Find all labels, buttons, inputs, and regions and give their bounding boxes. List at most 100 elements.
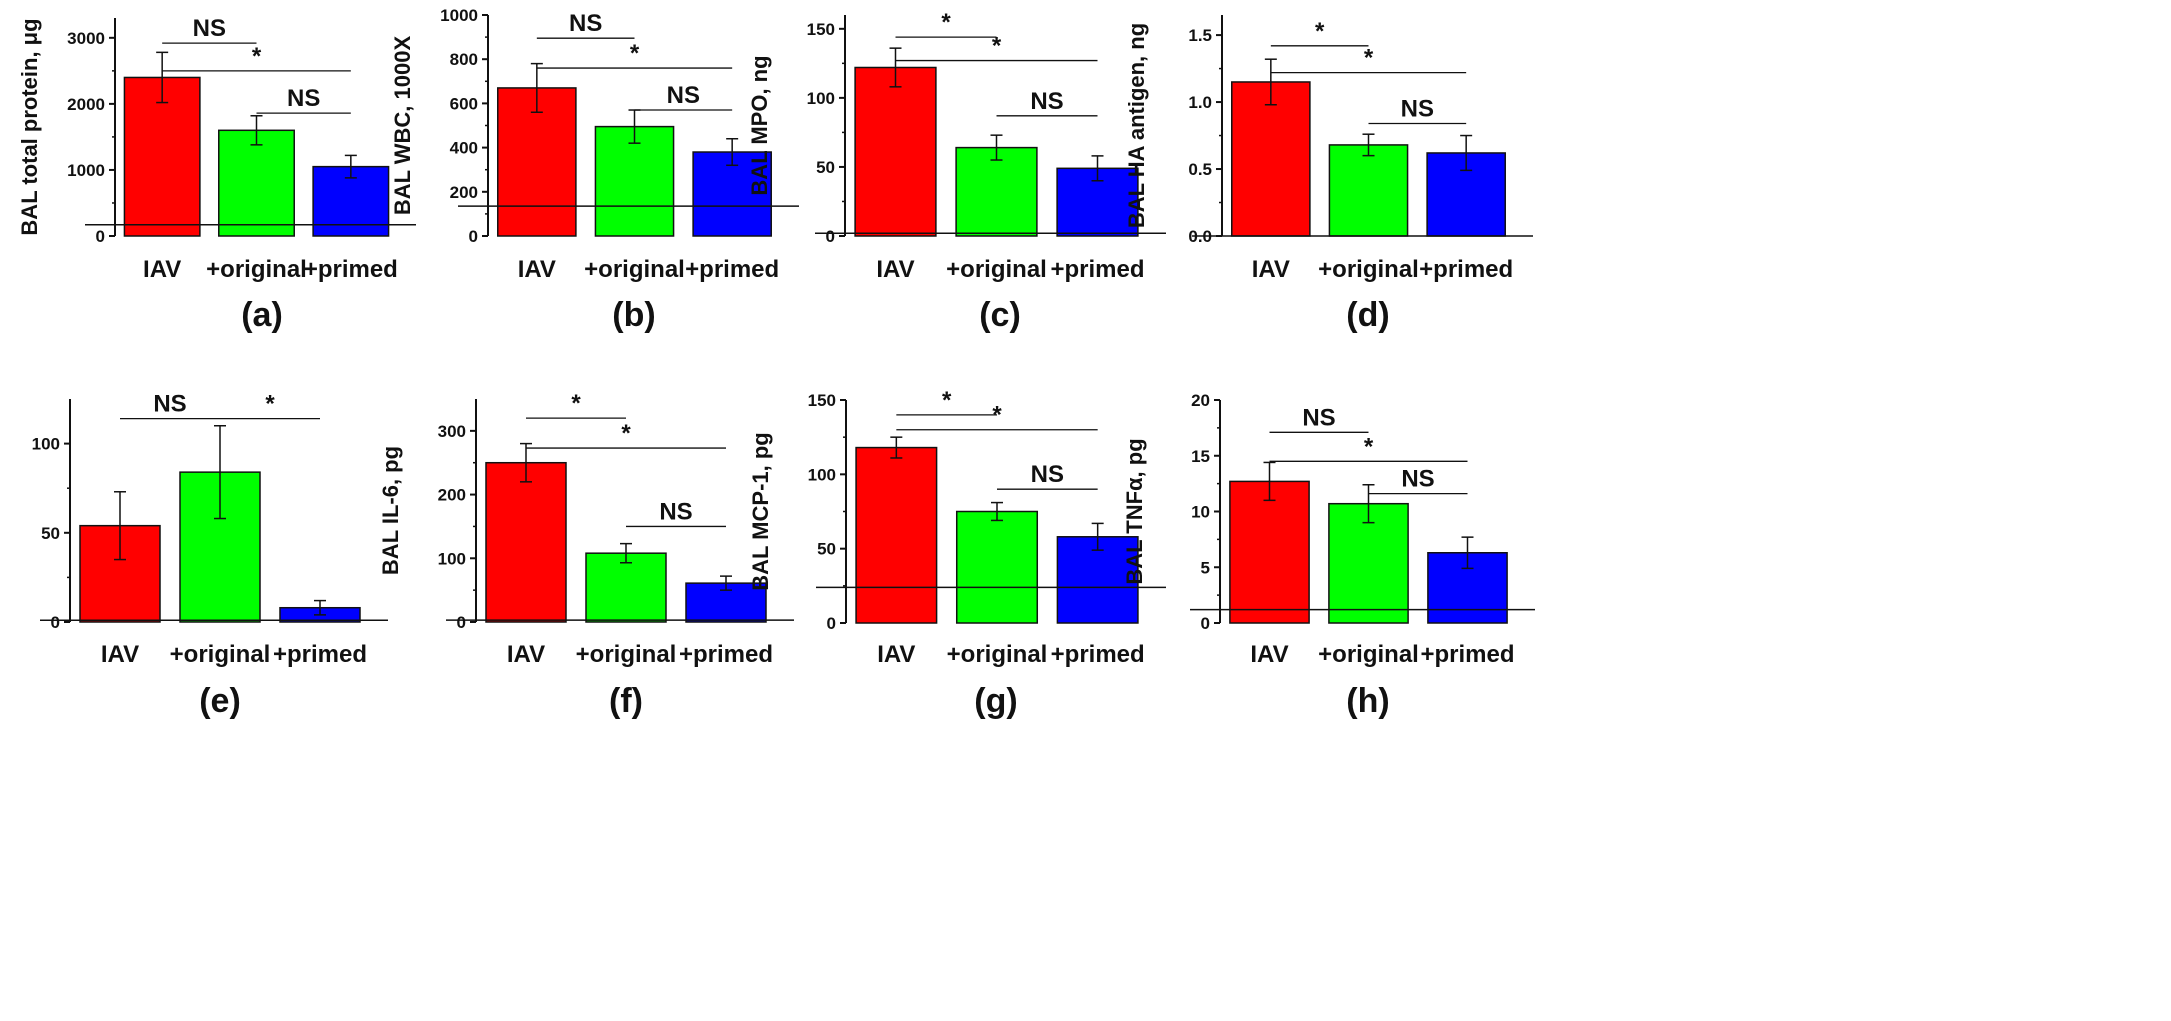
y-tick-label: 0.0 (1188, 227, 1212, 246)
significance-annotation: NS (997, 461, 1098, 490)
chart-panel: 0 100 200 300 BAL IL-6, pg IAV +original +prime… (378, 390, 794, 720)
y-tick-label: 100 (808, 465, 836, 484)
y-tick-label: 3000 (67, 29, 105, 48)
y-tick-label: 10 (1191, 503, 1210, 522)
x-tick-label: +primed (1051, 641, 1145, 668)
y-tick-label: 100 (32, 435, 60, 454)
y-tick-label: 1000 (67, 161, 105, 180)
significance-annotation: NS (256, 85, 351, 114)
error-bar (530, 62, 543, 113)
bar (1328, 502, 1409, 624)
significance-annotation: NS (162, 15, 257, 44)
significance-annotation: * (536, 40, 733, 69)
panel-label: (a) (241, 296, 283, 334)
y-tick-label: 0 (96, 227, 105, 246)
significance-annotation: * (895, 33, 1098, 62)
y-tick-label: 1000 (440, 6, 478, 25)
panel-label: (b) (612, 296, 655, 334)
significance-label: * (630, 40, 640, 67)
y-tick-label: 100 (807, 89, 835, 108)
y-tick-label: 600 (450, 94, 478, 113)
significance-annotation: NS (1269, 404, 1369, 433)
y-axis-label: BAL WBC, 1000X (390, 36, 415, 216)
significance-annotation: * (526, 420, 726, 449)
significance-label: NS (569, 10, 602, 37)
bar (855, 446, 938, 624)
significance-annotation: NS (634, 82, 733, 111)
error-bar (250, 115, 263, 146)
panel-label: (d) (1346, 296, 1389, 334)
y-tick-label: 2000 (67, 95, 105, 114)
y-tick-label: 300 (438, 422, 466, 441)
error-bar (990, 134, 1003, 161)
significance-label: * (1364, 433, 1374, 460)
chart-panel: 0 1000 2000 3000 BAL total protein, μg IAV +or… (17, 15, 416, 334)
error-bar (1460, 134, 1473, 172)
error-bar (1264, 58, 1277, 106)
significance-annotation: * (162, 43, 351, 72)
y-tick-label: 200 (438, 486, 466, 505)
x-tick-label: +original (170, 641, 271, 668)
y-tick-label: 150 (807, 20, 835, 39)
bar (955, 510, 1039, 624)
y-tick-label: 50 (816, 158, 835, 177)
y-axis-label: BAL IL-6, pg (378, 446, 403, 575)
y-tick-label: 1.0 (1188, 93, 1212, 112)
x-tick-label: IAV (101, 641, 139, 668)
error-bar (114, 491, 126, 561)
significance-annotation: NS (1368, 95, 1467, 125)
error-bar (991, 501, 1003, 522)
significance-label: * (265, 391, 275, 418)
significance-label: NS (287, 85, 320, 112)
significance-label: * (992, 33, 1002, 60)
chart-panel: 0 50 100 150 BAL MCP-1, pg IAV +original +prime… (748, 387, 1166, 720)
x-tick-label: IAV (507, 641, 545, 668)
chart-panel: 050100BAL IFNγ, pgIAV+original+primedNS*… (32, 391, 388, 720)
x-tick-label: +original (576, 641, 677, 668)
x-tick-label: IAV (1252, 256, 1290, 283)
significance-annotation: * (896, 387, 997, 416)
x-tick-label: +primed (273, 641, 367, 668)
y-tick-label: 0 (457, 613, 466, 632)
y-tick-label: 0 (826, 227, 835, 246)
bar (485, 461, 567, 623)
significance-label: NS (193, 15, 226, 42)
bar (1231, 81, 1311, 237)
significance-annotation: * (526, 390, 626, 419)
bar (1328, 144, 1409, 237)
significance-annotation: * (1270, 18, 1369, 47)
y-tick-label: 200 (450, 183, 478, 202)
significance-label: * (571, 390, 581, 417)
error-bar (1263, 461, 1276, 502)
error-bar (1461, 536, 1474, 570)
error-bar (620, 542, 632, 564)
x-tick-label: +primed (1419, 256, 1513, 283)
bar (955, 146, 1038, 237)
x-tick-label: IAV (518, 256, 556, 283)
y-tick-label: 0 (827, 614, 836, 633)
significance-label: NS (1401, 466, 1434, 493)
y-axis-label: BAL MPO, ng (747, 55, 772, 195)
error-bar (344, 154, 357, 179)
chart-panel: 0.0 0.5 1.0 1.5 BAL HA antigen, ng IAV +origin… (1124, 15, 1533, 334)
bar (218, 129, 295, 237)
y-axis-label: BAL total protein, μg (17, 18, 42, 235)
error-bar (1362, 133, 1375, 157)
significance-annotation: * (895, 9, 997, 38)
significance-annotation: NS (626, 498, 726, 528)
significance-label: * (621, 420, 631, 447)
bar (585, 552, 667, 623)
significance-annotation: NS (120, 391, 220, 420)
x-tick-label: IAV (143, 256, 181, 283)
significance-label: * (1315, 18, 1325, 45)
y-tick-label: 20 (1191, 391, 1210, 410)
x-tick-label: IAV (876, 256, 914, 283)
error-bar (890, 436, 903, 459)
x-tick-label: +original (946, 256, 1047, 283)
bar (1229, 480, 1310, 624)
y-axis-label: BAL TNFα, pg (1122, 438, 1147, 584)
y-tick-label: 50 (817, 540, 836, 559)
significance-label: NS (659, 498, 692, 525)
chart-panel: 0 200 400 600 800 1000 BAL WBC, 1000X IAV +origi… (390, 6, 799, 334)
